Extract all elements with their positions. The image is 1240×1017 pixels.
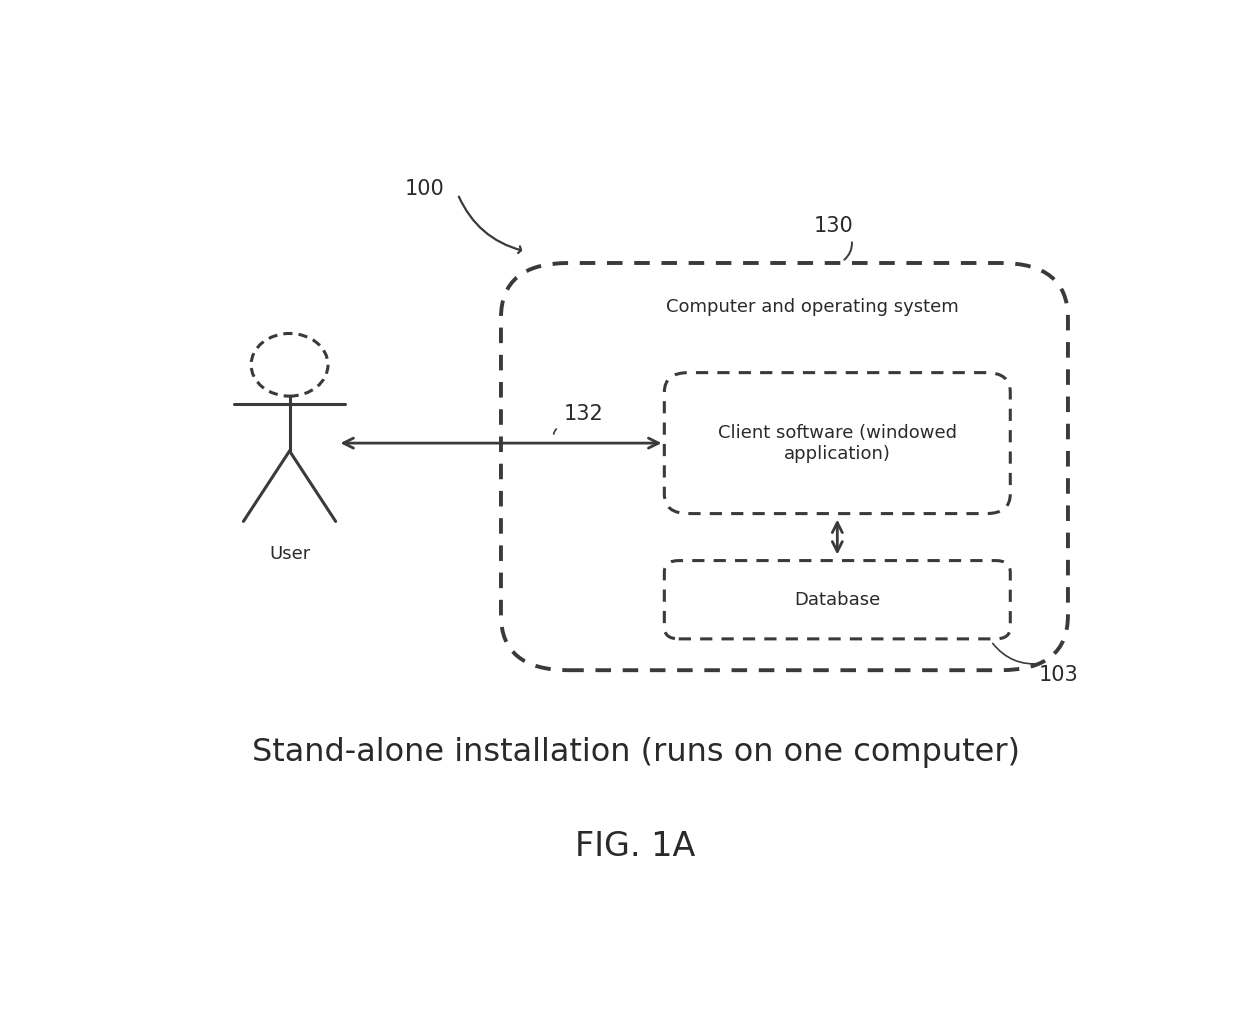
FancyBboxPatch shape: [665, 372, 1011, 514]
FancyBboxPatch shape: [665, 560, 1011, 639]
Text: 100: 100: [404, 179, 445, 198]
Text: FIG. 1A: FIG. 1A: [575, 830, 696, 862]
Text: 132: 132: [563, 404, 603, 423]
Text: User: User: [269, 545, 310, 562]
Text: Client software (windowed
application): Client software (windowed application): [718, 424, 957, 463]
FancyBboxPatch shape: [501, 263, 1068, 670]
Text: 103: 103: [1039, 665, 1079, 684]
Text: Database: Database: [794, 591, 880, 609]
Text: 130: 130: [813, 216, 853, 236]
Text: Computer and operating system: Computer and operating system: [666, 298, 960, 316]
Text: Stand-alone installation (runs on one computer): Stand-alone installation (runs on one co…: [252, 737, 1019, 768]
